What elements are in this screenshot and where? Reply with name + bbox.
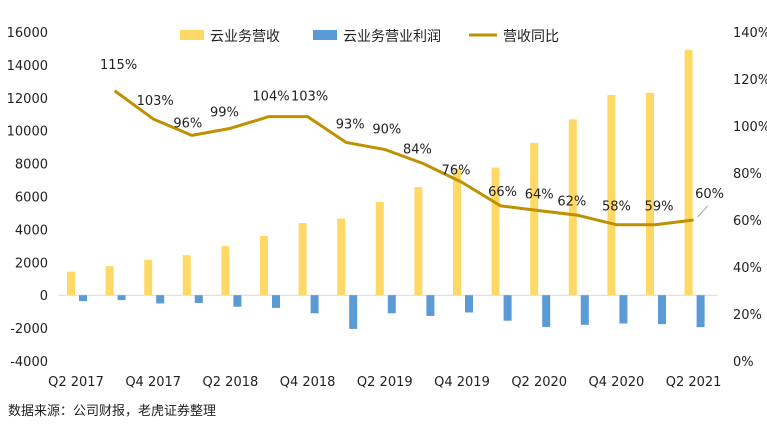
profit-bar (310, 295, 319, 314)
profit-bar (426, 295, 435, 316)
x-tick-label: Q4 2017 (125, 375, 181, 390)
x-tick-label: Q4 2020 (589, 375, 645, 390)
x-tick-label: Q2 2019 (357, 375, 413, 390)
left-tick-label: 4000 (15, 223, 48, 238)
right-axis: 0% 20% 40% 60% 80% 100% 120% 140% (733, 26, 767, 370)
x-tick-label: Q2 2020 (511, 375, 567, 390)
profit-bar (503, 295, 512, 321)
right-tick-label: 20% (733, 308, 762, 323)
legend-label: 营收同比 (503, 29, 559, 45)
legend-swatch (313, 30, 337, 40)
right-tick-label: 40% (733, 261, 762, 276)
profit-bar (619, 295, 628, 324)
bar-series (67, 49, 705, 329)
left-axis: -4000 -2000 0 2000 4000 6000 8000 10000 12000 140… (7, 26, 48, 370)
yoy-data-label: 115% (100, 58, 137, 73)
yoy-data-label: 99% (210, 105, 239, 120)
revenue-bar (67, 271, 75, 296)
revenue-bar (337, 218, 346, 296)
left-tick-label: 10000 (7, 125, 48, 140)
profit-bar (156, 295, 165, 304)
profit-bar (696, 295, 705, 328)
revenue-bar (453, 168, 461, 296)
yoy-data-label: 103% (137, 94, 174, 109)
profit-bar (580, 295, 589, 325)
profit-bar (194, 295, 203, 303)
revenue-bar (260, 235, 268, 296)
revenue-bar (568, 119, 577, 296)
yoy-data-label: 76% (442, 163, 471, 178)
right-tick-label: 120% (733, 73, 767, 88)
yoy-data-label: 66% (488, 185, 517, 200)
revenue-bar (144, 259, 153, 296)
profit-bar (349, 295, 358, 329)
line-series (113, 89, 694, 227)
left-tick-label: -2000 (10, 322, 48, 337)
right-tick-label: 60% (733, 214, 762, 229)
legend: 云业务营收 云业务营业利润 营收同比 (180, 29, 559, 45)
profit-bar (658, 295, 666, 325)
right-tick-label: 80% (733, 167, 762, 182)
right-tick-label: 140% (733, 26, 767, 41)
profit-bar (387, 295, 396, 314)
revenue-bar (684, 49, 693, 296)
x-tick-label: Q4 2018 (280, 375, 336, 390)
left-tick-label: 16000 (7, 26, 48, 41)
revenue-bar (298, 222, 307, 296)
yoy-data-label: 58% (602, 200, 631, 215)
right-tick-label: 100% (733, 120, 767, 135)
yoy-data-label: 64% (525, 188, 554, 203)
left-tick-label: 2000 (15, 256, 48, 271)
revenue-bar (491, 167, 500, 296)
yoy-data-label: 93% (336, 117, 365, 132)
left-tick-label: 12000 (7, 92, 48, 107)
yoy-data-label: 90% (372, 123, 401, 138)
yoy-data-label: 96% (173, 116, 202, 131)
yoy-data-label: 62% (557, 194, 586, 209)
line-data-labels: 115%103%96%99%104% 103%93% 90%84%76%66% 64%… (100, 58, 724, 218)
x-axis: Q2 2017 Q4 2017 Q2 2018 Q4 2018 Q2 2019 Q4 20… (48, 375, 721, 390)
revenue-bar (182, 255, 191, 296)
x-tick-label: Q4 2019 (434, 375, 490, 390)
revenue-bar (530, 142, 539, 296)
revenue-bar (607, 95, 616, 296)
revenue-bar (221, 246, 230, 296)
left-tick-label: -4000 (10, 355, 48, 370)
left-tick-label: 0 (40, 289, 48, 304)
yoy-data-label: 103% (291, 90, 328, 105)
legend-label: 云业务营收 (210, 29, 280, 45)
profit-bar (117, 295, 126, 301)
profit-bar (272, 295, 280, 308)
revenue-bar (105, 266, 114, 296)
profit-bar (233, 295, 242, 307)
revenue-bar (646, 92, 654, 296)
revenue-bar (414, 187, 423, 296)
yoy-data-label: 59% (645, 200, 674, 215)
yoy-data-label: 60% (695, 187, 724, 202)
yoy-data-label: 104% (252, 90, 289, 105)
profit-bar (542, 295, 551, 327)
x-tick-label: Q2 2021 (666, 375, 722, 390)
x-tick-label: Q2 2017 (48, 375, 104, 390)
legend-swatch (180, 30, 204, 40)
right-tick-label: 0% (733, 355, 754, 370)
profit-bar (79, 295, 87, 302)
revenue-bar (375, 201, 384, 296)
source-note: 数据来源：公司财报，老虎证券整理 (8, 404, 217, 419)
legend-label: 云业务营业利润 (343, 29, 441, 45)
x-tick-label: Q2 2018 (203, 375, 259, 390)
yoy-growth-line (113, 89, 694, 227)
left-tick-label: 6000 (15, 191, 48, 206)
yoy-data-label: 84% (403, 143, 432, 158)
left-tick-label: 8000 (15, 158, 48, 173)
left-tick-label: 14000 (7, 59, 48, 74)
label-leader-line (697, 205, 708, 218)
profit-bar (465, 295, 473, 313)
